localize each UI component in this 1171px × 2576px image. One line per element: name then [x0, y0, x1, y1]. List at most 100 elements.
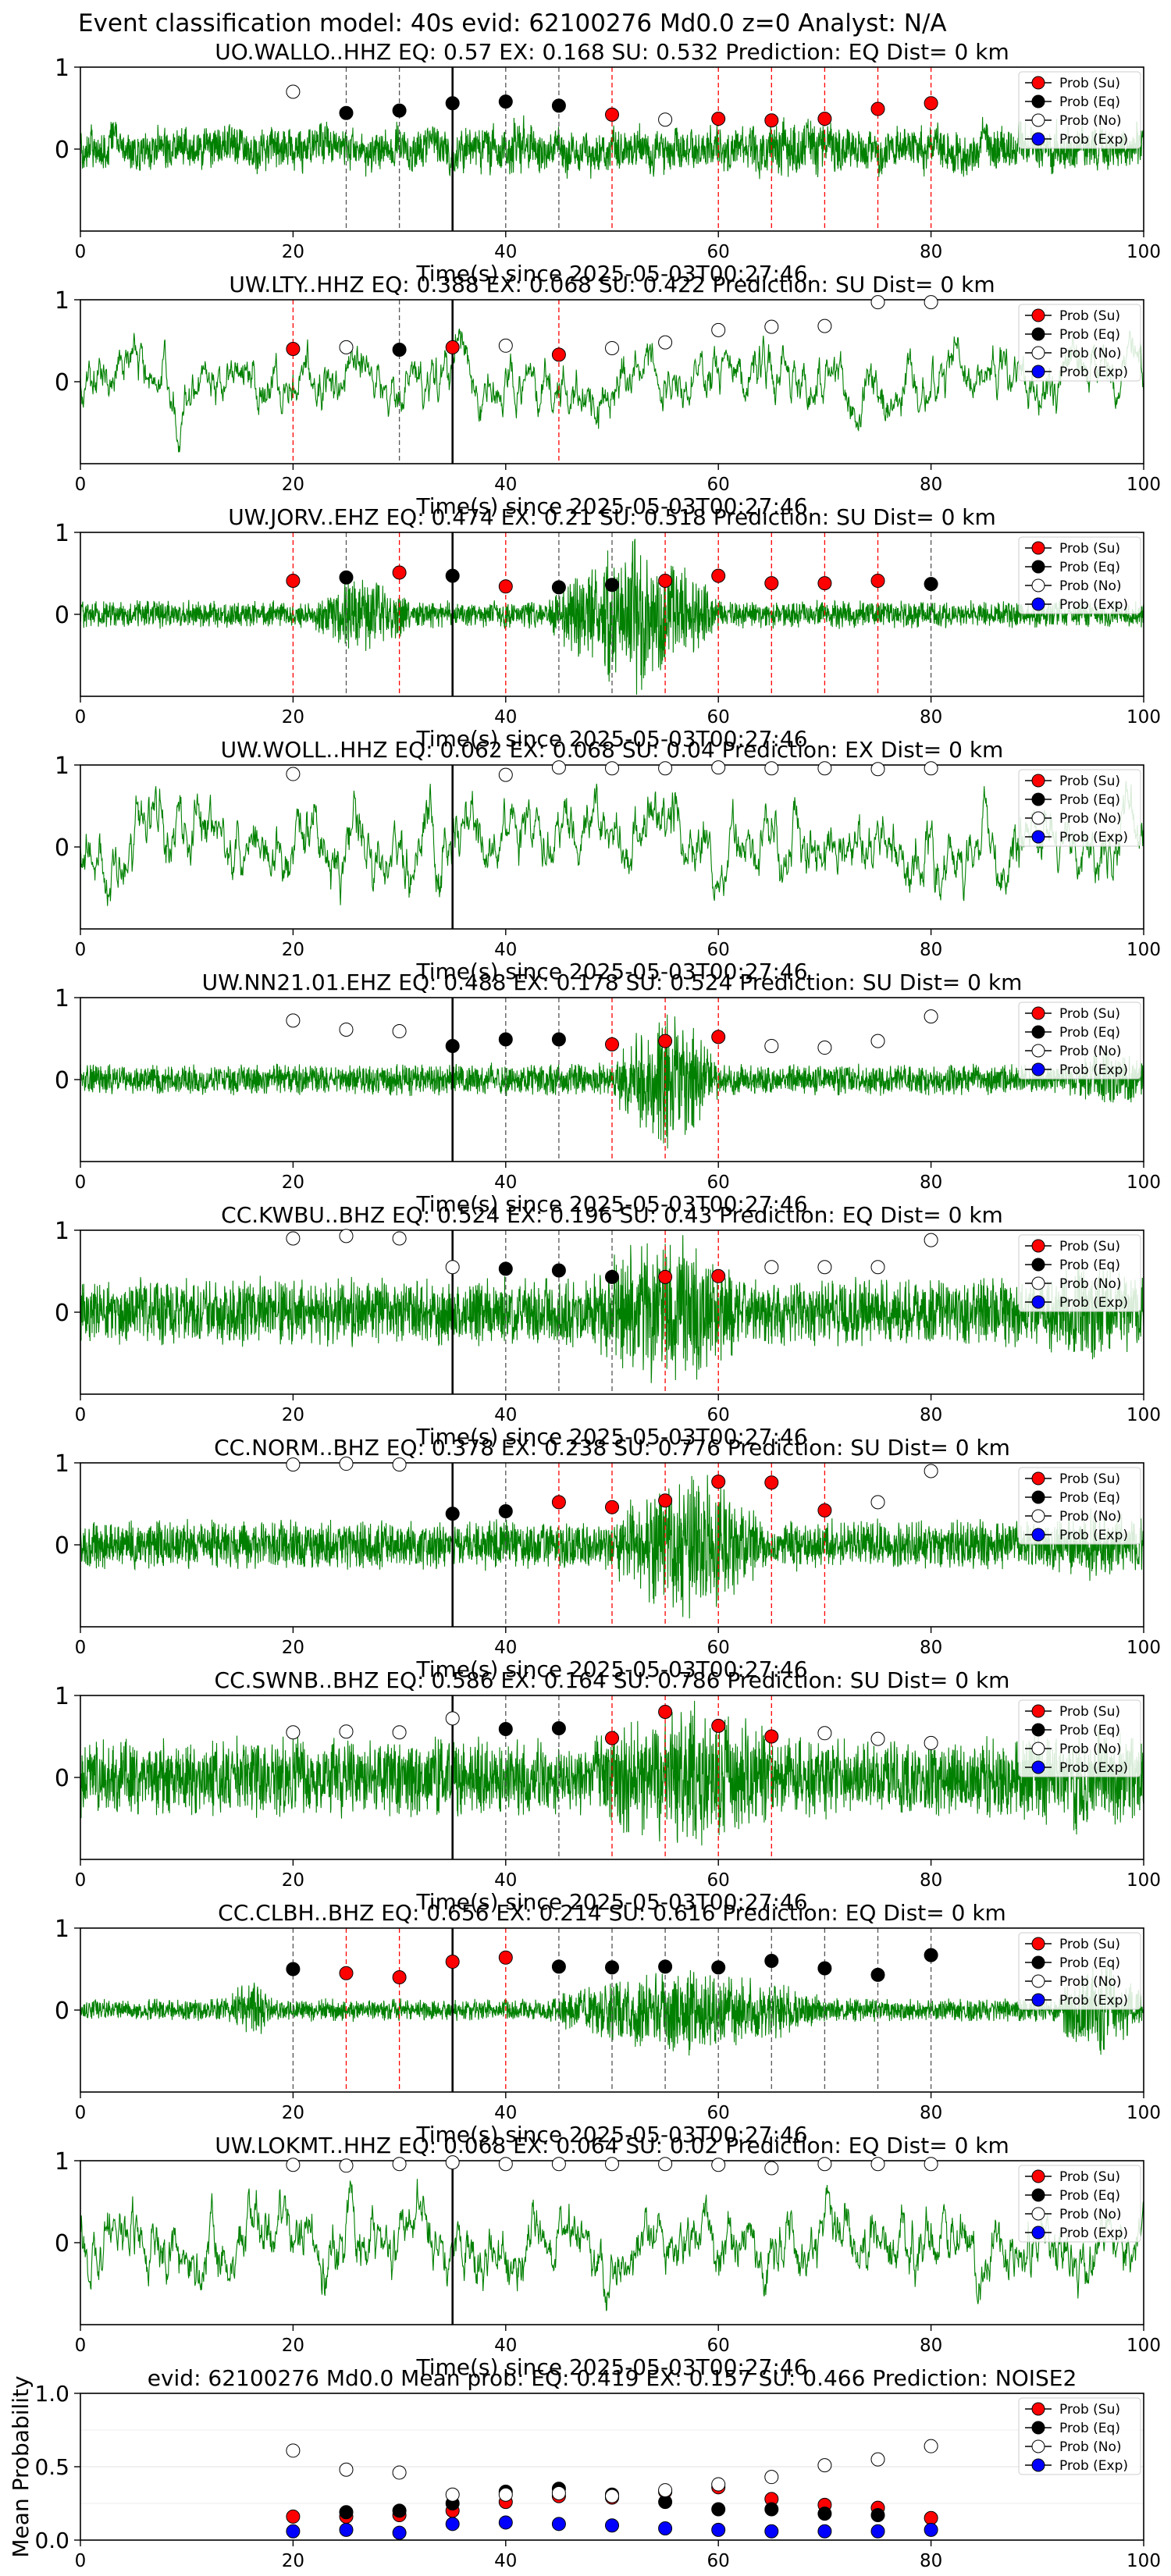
- x-tick-label: 40: [494, 2551, 517, 2571]
- prob-point-no: [392, 2157, 407, 2172]
- prob-point-no: [817, 1041, 832, 1055]
- x-tick-label: 80: [920, 2103, 942, 2123]
- legend-label: Prob (Eq): [1059, 94, 1120, 110]
- x-tick-label: 0: [75, 1638, 87, 1658]
- prob-point-no: [817, 2458, 832, 2473]
- x-tick-label: 0: [75, 707, 87, 728]
- y-tick-label: 1: [55, 1450, 69, 1478]
- legend-marker: [1031, 1062, 1045, 1076]
- station-panel: CC.SWNB..BHZ EQ: 0.586 EX: 0.164 SU: 0.7…: [55, 1667, 1161, 1915]
- legend-marker: [1031, 1006, 1045, 1020]
- prob-point-no: [924, 1464, 938, 1478]
- prob-point-eq: [551, 98, 566, 113]
- legend-label: Prob (Eq): [1059, 1723, 1120, 1738]
- prob-point-no: [764, 761, 779, 776]
- legend-marker: [1031, 76, 1045, 90]
- axes-frame: [80, 1695, 1144, 1860]
- panel-title: UW.JORV..EHZ EQ: 0.474 EX: 0.21 SU: 0.51…: [228, 504, 996, 530]
- prob-point-exp: [286, 2524, 301, 2539]
- prob-point-no: [339, 2158, 354, 2173]
- x-tick-label: 60: [707, 2551, 730, 2571]
- x-tick-label: 60: [707, 1172, 730, 1193]
- legend-box: [1018, 1932, 1141, 2010]
- legend-marker: [1031, 2402, 1045, 2416]
- prob-point-eq: [764, 2502, 779, 2517]
- legend-marker: [1031, 1704, 1045, 1718]
- legend-box: [1018, 1467, 1141, 1545]
- legend-marker: [1031, 1993, 1045, 2007]
- waveform-trace: [80, 539, 1144, 696]
- prob-point-su: [551, 1495, 566, 1510]
- x-tick-label: 20: [282, 1405, 304, 1425]
- legend-label: Prob (Su): [1059, 308, 1120, 324]
- x-tick-label: 40: [494, 1172, 517, 1193]
- x-axis-label: Time(s) since 2025-05-03T00:27:46: [415, 2122, 807, 2147]
- legend-label: Prob (Exp): [1059, 597, 1128, 613]
- prob-point-eq: [551, 1263, 566, 1278]
- prob-point-exp: [764, 2524, 779, 2539]
- summary-panel: evid: 62100276 Md0.0 Mean prob: EQ: 0.41…: [8, 2365, 1161, 2571]
- x-tick-label: 20: [282, 1870, 304, 1891]
- prob-point-eq: [392, 343, 407, 358]
- prob-point-no: [924, 2157, 938, 2172]
- prob-point-eq: [551, 580, 566, 595]
- x-tick-label: 80: [920, 2336, 942, 2356]
- prob-point-no: [764, 1038, 779, 1053]
- x-tick-label: 100: [1127, 1405, 1161, 1425]
- prob-point-su: [870, 101, 885, 116]
- y-tick-label: 0: [55, 834, 69, 862]
- prob-point-eq: [339, 105, 354, 120]
- prob-point-eq: [498, 94, 513, 109]
- axes-frame: [80, 1229, 1144, 1395]
- prob-point-su: [817, 112, 832, 126]
- legend-marker: [1031, 792, 1045, 806]
- x-tick-label: 40: [494, 2336, 517, 2356]
- prob-point-no: [339, 1457, 354, 1471]
- x-tick-label: 60: [707, 940, 730, 960]
- x-tick-label: 20: [282, 475, 304, 495]
- axes-frame: [80, 66, 1144, 232]
- legend-marker: [1031, 1955, 1045, 1969]
- prob-point-su: [711, 1030, 726, 1044]
- prob-point-no: [286, 1457, 301, 1472]
- legend-marker: [1031, 2207, 1045, 2221]
- prob-point-eq: [924, 577, 938, 592]
- prob-point-su: [924, 96, 938, 111]
- prob-point-no: [498, 767, 513, 782]
- legend-box: [1018, 769, 1141, 847]
- y-tick-label: 0: [55, 1532, 69, 1560]
- prob-point-eq: [445, 1507, 460, 1521]
- y-tick-label: 1: [55, 1683, 69, 1710]
- x-tick-label: 60: [707, 475, 730, 495]
- x-tick-label: 100: [1127, 2336, 1161, 2356]
- prob-point-su: [658, 1269, 673, 1284]
- prob-point-eq: [392, 103, 407, 118]
- panel-title: UW.NN21.01.EHZ EQ: 0.488 EX: 0.178 SU: 0…: [202, 970, 1023, 995]
- legend-label: Prob (Su): [1059, 1704, 1120, 1720]
- prob-point-no: [870, 1731, 885, 1746]
- prob-point-exp: [551, 2517, 566, 2532]
- x-tick-label: 40: [494, 475, 517, 495]
- prob-point-no: [711, 322, 726, 337]
- prob-point-eq: [870, 2508, 885, 2523]
- y-tick-label: 0: [55, 1998, 69, 2025]
- x-tick-label: 60: [707, 1638, 730, 1658]
- prob-point-su: [658, 1493, 673, 1508]
- x-axis-label: Time(s) since 2025-05-03T00:27:46: [415, 2354, 807, 2380]
- prob-point-eq: [658, 1959, 673, 1974]
- x-tick-label: 20: [282, 940, 304, 960]
- legend-marker: [1031, 541, 1045, 555]
- legend-marker: [1031, 346, 1045, 360]
- station-panel: UW.NN21.01.EHZ EQ: 0.488 EX: 0.178 SU: 0…: [55, 970, 1161, 1217]
- prob-point-no: [870, 1260, 885, 1275]
- prob-point-no: [658, 335, 673, 350]
- prob-point-su: [870, 573, 885, 588]
- x-tick-label: 80: [920, 1405, 942, 1425]
- legend-label: Prob (Su): [1059, 1471, 1120, 1487]
- legend-label: Prob (Eq): [1059, 1025, 1120, 1041]
- legend-marker: [1031, 1239, 1045, 1253]
- prob-point-su: [658, 1034, 673, 1048]
- panel-title: UW.LTY..HHZ EQ: 0.388 EX: 0.068 SU: 0.42…: [229, 272, 995, 297]
- prob-point-eq: [445, 96, 460, 111]
- x-tick-label: 40: [494, 1405, 517, 1425]
